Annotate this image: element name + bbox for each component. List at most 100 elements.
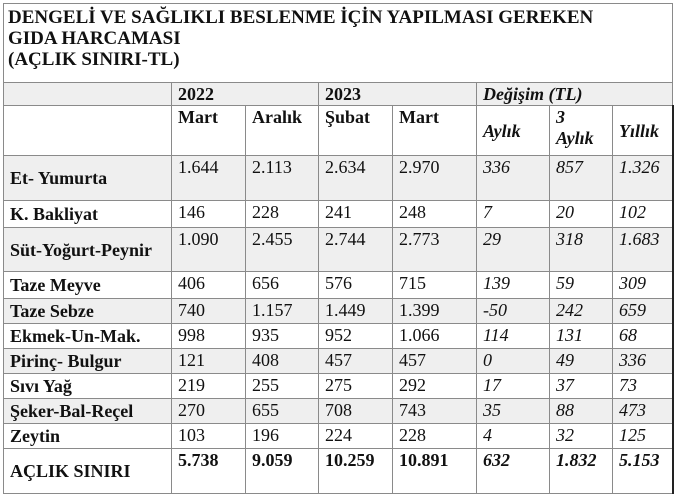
row-label: Şeker-Bal-Reçel: [3, 398, 172, 424]
value-cell: 1.683: [611, 227, 674, 272]
col-header-3-monthly: 3 Aylık: [549, 105, 613, 156]
value-cell: 114: [476, 323, 550, 349]
value-cell: 857: [549, 155, 613, 201]
row-label: Ekmek-Un-Mak.: [3, 323, 172, 349]
value-cell: 632: [476, 448, 550, 494]
value-cell: 139: [476, 271, 550, 299]
table-row: Pirinç- Bulgur 121 408 457 457 0 49 336: [3, 348, 674, 374]
col-header-monthly: Aylık: [476, 105, 550, 156]
value-cell: 29: [476, 227, 550, 272]
value-cell: 935: [245, 323, 319, 349]
col-header-mart-2023: Mart: [392, 105, 477, 156]
value-cell: 2.970: [392, 155, 477, 201]
year-2022-header: 2022: [171, 82, 319, 106]
value-cell: 248: [392, 200, 477, 228]
value-cell: 715: [392, 271, 477, 299]
table-row: AÇLIK SINIRI 5.738 9.059 10.259 10.891 632 1.8…: [3, 448, 674, 494]
table-row: Taze Sebze 740 1.157 1.449 1.399 -50 242 659: [3, 298, 674, 324]
table-row: K. Bakliyat 146 228 241 248 7 20 102: [3, 200, 674, 228]
value-cell: 35: [476, 398, 550, 424]
value-cell: 125: [611, 423, 674, 449]
value-cell: 576: [318, 271, 393, 299]
value-cell: 740: [171, 298, 246, 324]
value-cell: 146: [171, 200, 246, 228]
value-cell: 17: [476, 373, 550, 399]
value-cell: 1.399: [392, 298, 477, 324]
value-cell: 88: [549, 398, 613, 424]
row-label: Et- Yumurta: [3, 155, 172, 201]
table-row: Et- Yumurta 1.644 2.113 2.634 2.970 336 857 1.3…: [3, 155, 674, 201]
value-cell: 224: [318, 423, 393, 449]
row-label: K. Bakliyat: [3, 200, 172, 228]
value-cell: 1.066: [392, 323, 477, 349]
title-line: GIDA HARCAMASI: [8, 28, 181, 49]
empty-header-cell: [3, 105, 172, 156]
value-cell: 59: [549, 271, 613, 299]
value-cell: 2.634: [318, 155, 393, 201]
value-cell: 952: [318, 323, 393, 349]
value-cell: 20: [549, 200, 613, 228]
value-cell: 2.455: [245, 227, 319, 272]
table-title: DENGELİ VE SAĞLIKLI BESLENME İÇİN YAPILM…: [2, 3, 674, 83]
value-cell: -50: [476, 298, 550, 324]
value-cell: 2.773: [392, 227, 477, 272]
value-cell: 49: [549, 348, 613, 374]
row-label: AÇLIK SINIRI: [3, 448, 172, 494]
value-cell: 1.090: [171, 227, 246, 272]
value-cell: 103: [171, 423, 246, 449]
row-label: Pirinç- Bulgur: [3, 348, 172, 374]
value-cell: 121: [171, 348, 246, 374]
value-cell: 1.449: [318, 298, 393, 324]
value-cell: 292: [392, 373, 477, 399]
year-2023-header: 2023: [318, 82, 477, 106]
value-cell: 219: [171, 373, 246, 399]
change-header: Değişim (TL): [475, 82, 674, 106]
value-cell: 457: [318, 348, 393, 374]
value-cell: 2.744: [318, 227, 393, 272]
value-cell: 659: [611, 298, 674, 324]
value-cell: 336: [611, 348, 674, 374]
value-cell: 0: [476, 348, 550, 374]
table-row: Süt-Yoğurt-Peynir 1.090 2.455 2.744 2.773 29 3…: [3, 227, 674, 272]
value-cell: 241: [318, 200, 393, 228]
value-cell: 270: [171, 398, 246, 424]
value-cell: 37: [549, 373, 613, 399]
value-cell: 102: [611, 200, 674, 228]
value-cell: 242: [549, 298, 613, 324]
value-cell: 228: [245, 200, 319, 228]
row-label: Zeytin: [3, 423, 172, 449]
table-row: Şeker-Bal-Reçel 270 655 708 743 35 88 473: [3, 398, 674, 424]
value-cell: 1.832: [549, 448, 613, 494]
row-label: Taze Meyve: [3, 271, 172, 299]
value-cell: 2.113: [245, 155, 319, 201]
value-cell: 196: [245, 423, 319, 449]
value-cell: 275: [318, 373, 393, 399]
value-cell: 655: [245, 398, 319, 424]
col-header-mart-2022: Mart: [171, 105, 246, 156]
value-cell: 1.157: [245, 298, 319, 324]
row-label: Süt-Yoğurt-Peynir: [3, 227, 172, 272]
table-row: Zeytin 103 196 224 228 4 32 125: [3, 423, 674, 449]
empty-header-cell: [3, 82, 172, 106]
value-cell: 406: [171, 271, 246, 299]
value-cell: 68: [611, 323, 674, 349]
title-line: DENGELİ VE SAĞLIKLI BESLENME İÇİN YAPILM…: [8, 7, 594, 28]
value-cell: 743: [392, 398, 477, 424]
value-cell: 708: [318, 398, 393, 424]
value-cell: 457: [392, 348, 477, 374]
value-cell: 473: [611, 398, 674, 424]
title-line: (AÇLIK SINIRI-TL): [8, 49, 180, 70]
table-row: Taze Meyve 406 656 576 715 139 59 309: [3, 271, 674, 299]
value-cell: 32: [549, 423, 613, 449]
value-cell: 998: [171, 323, 246, 349]
value-cell: 9.059: [245, 448, 319, 494]
value-cell: 1.644: [171, 155, 246, 201]
value-cell: 408: [245, 348, 319, 374]
value-cell: 228: [392, 423, 477, 449]
value-cell: 1.326: [611, 155, 674, 201]
value-cell: 7: [476, 200, 550, 228]
value-cell: 10.259: [318, 448, 393, 494]
value-cell: 131: [549, 323, 613, 349]
table-row: Ekmek-Un-Mak. 998 935 952 1.066 114 131 68: [3, 323, 674, 349]
value-cell: 336: [476, 155, 550, 201]
